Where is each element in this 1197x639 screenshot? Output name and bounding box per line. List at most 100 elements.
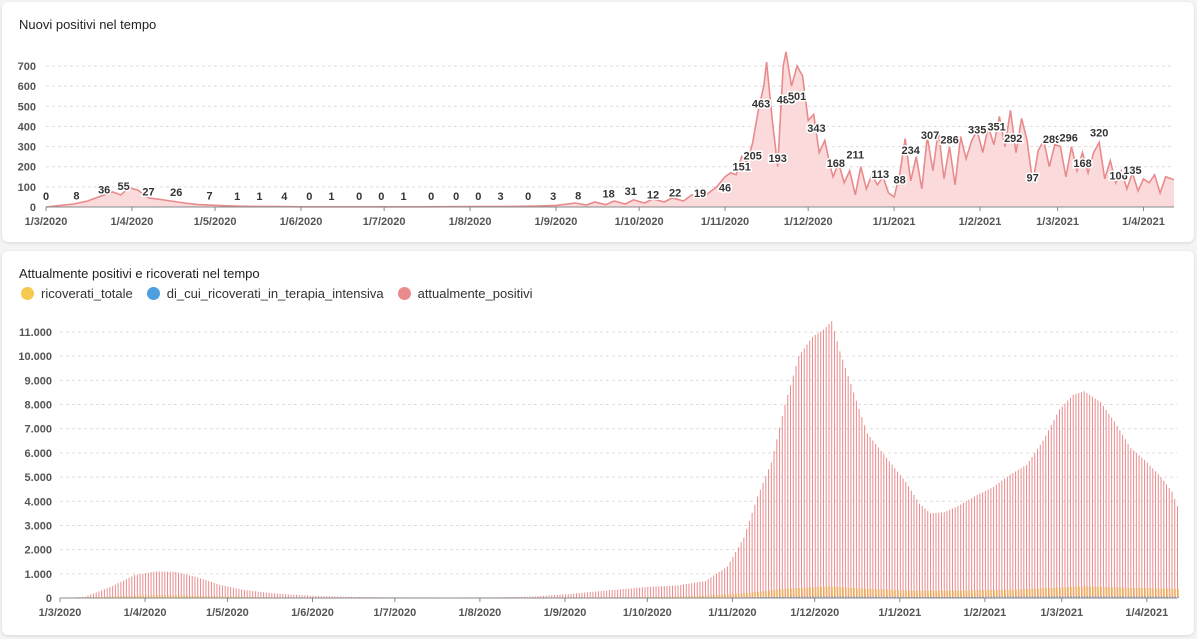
bar (1120, 596, 1122, 598)
bar (1089, 394, 1091, 598)
legend-label: di_cui_ricoverati_in_terapia_intensiva (166, 286, 384, 301)
data-label: 106 (1109, 171, 1127, 183)
bar (1039, 444, 1041, 598)
bar (790, 385, 792, 598)
bar (900, 596, 902, 598)
bar (1021, 589, 1023, 598)
bar (1034, 452, 1036, 598)
bar (1166, 596, 1168, 598)
bar (1157, 474, 1159, 598)
bar (244, 596, 246, 598)
bar (821, 586, 823, 598)
bar (644, 587, 646, 598)
y-tick-label: 6.000 (24, 448, 52, 460)
data-label: 135 (1123, 165, 1141, 177)
bar (92, 593, 94, 598)
bar (162, 595, 164, 598)
bar (1040, 596, 1042, 598)
bar (914, 590, 916, 598)
bar (633, 588, 635, 598)
y-tick-label: 11.000 (19, 327, 52, 339)
bar (214, 596, 216, 598)
bar (922, 596, 924, 598)
bar (980, 590, 982, 598)
x-tick-label: 1/10/2020 (623, 607, 672, 619)
bar (241, 596, 243, 598)
bar (1013, 596, 1015, 598)
bar (537, 596, 539, 598)
bar (521, 596, 523, 598)
bar (902, 478, 904, 598)
legend-item-attualmente-positivi[interactable]: attualmente_positivi (397, 286, 533, 301)
bar (980, 596, 982, 598)
bar (575, 593, 577, 598)
bar (95, 592, 97, 598)
bar (674, 585, 676, 598)
bar (807, 596, 809, 598)
bar (1062, 596, 1064, 598)
bar (776, 439, 778, 598)
bar (274, 593, 276, 598)
bar (1089, 586, 1091, 598)
legend-item-ricoverati[interactable]: ricoverati_totale (21, 286, 133, 301)
bar (950, 590, 952, 598)
bar (812, 587, 814, 598)
bar (784, 404, 786, 598)
bar (1073, 596, 1075, 598)
bar (889, 596, 891, 598)
bar (858, 408, 860, 598)
bar (1032, 588, 1034, 598)
bar (988, 590, 990, 598)
bar (161, 571, 163, 598)
bar (625, 588, 627, 598)
legend-dot-icon (397, 287, 411, 300)
bar (785, 588, 787, 598)
bar (704, 581, 706, 598)
bar (818, 586, 820, 598)
bar (1083, 391, 1085, 598)
bar (916, 499, 918, 598)
bar (219, 596, 221, 598)
bar (1109, 596, 1111, 598)
bar (928, 590, 930, 598)
legend-item-terapia-intensiva[interactable]: di_cui_ricoverati_in_terapia_intensiva (146, 286, 384, 301)
bar (1076, 586, 1078, 598)
bar (1135, 452, 1137, 598)
bar (639, 587, 641, 598)
data-label: 292 (1004, 133, 1022, 145)
bar (279, 593, 281, 598)
bar (960, 596, 962, 598)
bar (859, 588, 861, 598)
bar (711, 595, 713, 598)
bar (932, 513, 934, 598)
bar (249, 590, 251, 598)
bar (1059, 596, 1061, 598)
bar (1097, 400, 1099, 598)
bar (930, 590, 932, 598)
bar (1054, 587, 1056, 598)
bar (1084, 586, 1086, 598)
bar (809, 340, 811, 598)
x-tick-label: 1/11/2020 (708, 607, 756, 619)
bar (1136, 596, 1138, 598)
bar (597, 591, 599, 598)
attualmente-positivi-chart: 0 1.000 2.000 3.000 4.000 5.000 6.000 7.000 8.00… (18, 321, 1179, 619)
bar (878, 596, 880, 598)
bar (564, 594, 566, 598)
bar (957, 506, 959, 598)
bar (1163, 480, 1165, 598)
data-label: 211 (846, 149, 864, 161)
bar (829, 586, 831, 598)
bar (851, 596, 853, 598)
bar (834, 586, 836, 598)
bar (930, 513, 931, 598)
bar (217, 596, 219, 598)
bar (733, 593, 735, 598)
x-tick-label: 1/9/2020 (535, 216, 578, 228)
x-tick-label: 1/2/2021 (959, 216, 1002, 228)
bar (977, 596, 979, 598)
bar (1054, 596, 1056, 598)
bar (1010, 596, 1012, 598)
x-tick-label: 1/4/2020 (124, 607, 167, 619)
bar (811, 336, 813, 598)
